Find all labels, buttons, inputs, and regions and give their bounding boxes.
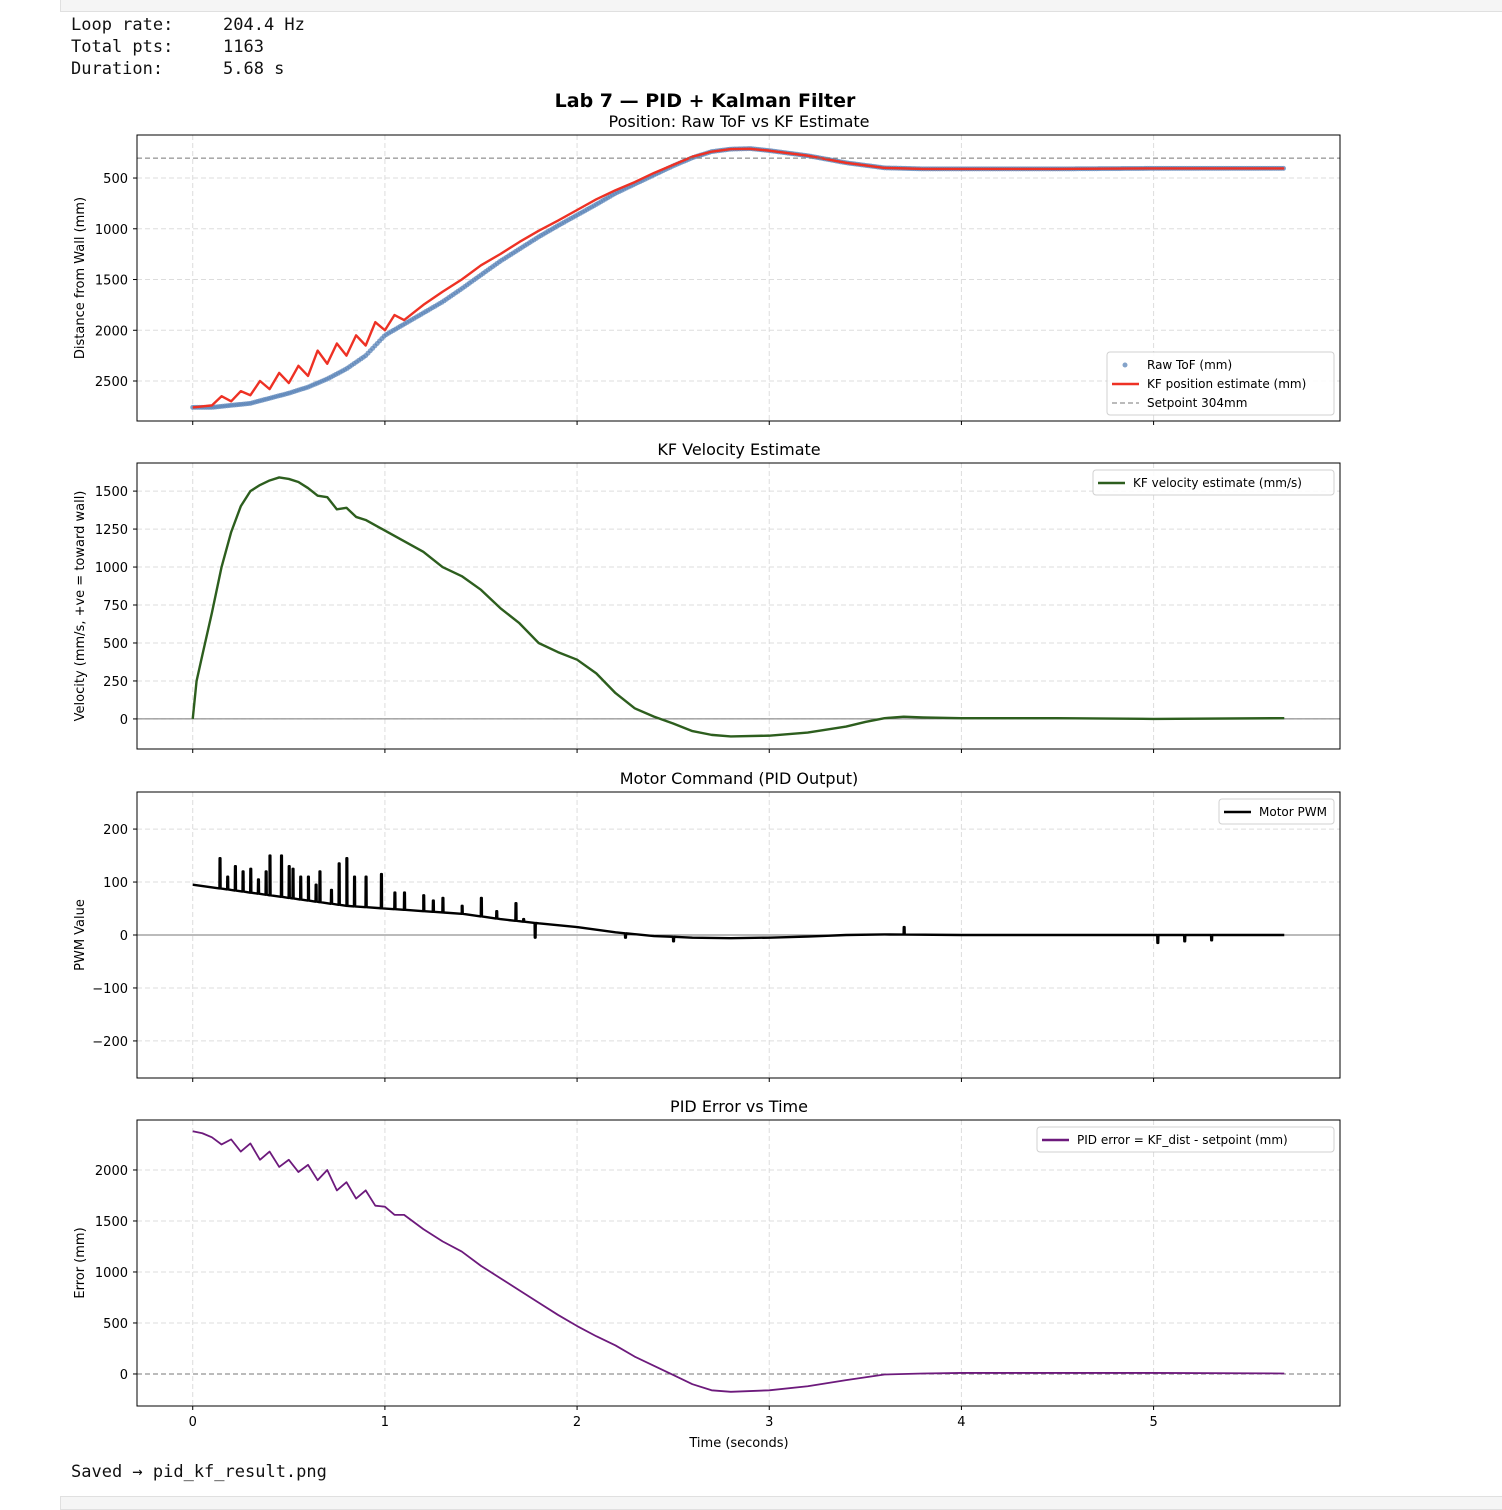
stat-value: 1163 (223, 37, 264, 57)
y-tick-label: 1500 (95, 274, 128, 289)
x-tick-label: 4 (957, 1415, 965, 1430)
legend-label: PID error = KF_dist - setpoint (mm) (1077, 1133, 1288, 1147)
series-line (192, 147, 1285, 409)
legend-marker (1122, 362, 1128, 368)
legend: Raw ToF (mm) KF position estimate (mm) Set… (1106, 351, 1335, 416)
y-axis-label: Error (mm) (73, 1227, 88, 1298)
panel-2: KF Velocity Estimate 0 250 500 750 1000 1250 15… (73, 440, 1341, 753)
y-tick-label: 500 (103, 172, 128, 187)
y-tick-label: 500 (103, 1317, 128, 1332)
y-tick-label: 2000 (95, 1164, 128, 1179)
x-tick-label: 0 (189, 1415, 197, 1430)
figure-title: Lab 7 — PID + Kalman Filter (555, 90, 856, 112)
panel-title: PID Error vs Time (670, 1097, 808, 1116)
y-tick-label: −200 (92, 1035, 128, 1050)
stat-label: Loop rate: (71, 15, 174, 35)
stat-value: 5.68 s (223, 59, 285, 79)
panel-3: Motor Command (PID Output) −200 −100 0 100 20… (73, 769, 1341, 1082)
y-axis-label: PWM Value (73, 899, 88, 971)
y-tick-label: 2000 (95, 324, 128, 339)
legend: PID error = KF_dist - setpoint (mm) (1036, 1126, 1335, 1153)
legend-box (1218, 798, 1335, 825)
x-tick-label: 1 (381, 1415, 389, 1430)
y-tick-label: −100 (92, 982, 128, 997)
legend-label: Setpoint 304mm (1147, 396, 1247, 410)
x-axis-label: Time (seconds) (688, 1436, 788, 1451)
y-tick-label: 200 (103, 823, 128, 838)
stat-line: Loop rate: 204.4 Hz (71, 15, 305, 35)
legend-box (1036, 1126, 1335, 1153)
legend: Motor PWM (1218, 798, 1335, 825)
x-tick-label: 5 (1149, 1415, 1157, 1430)
panel-title: KF Velocity Estimate (657, 440, 820, 459)
stat-label: Total pts: (71, 37, 174, 57)
y-axis-label: Distance from Wall (mm) (73, 197, 88, 359)
series-line (192, 854, 1285, 945)
y-tick-label: 1000 (95, 223, 128, 238)
x-tick-label: 3 (765, 1415, 773, 1430)
x-tick-label: 2 (573, 1415, 581, 1430)
stat-line: Duration: 5.68 s (71, 59, 284, 79)
panel-4: PID Error vs Time 0 1 2 3 4 5 0 500 1000 1500 2000 E… (73, 1097, 1341, 1430)
y-tick-label: 0 (120, 929, 128, 944)
y-tick-label: 0 (120, 1368, 128, 1383)
previous-cell-bar (60, 0, 1502, 12)
series-line (191, 476, 1285, 738)
series-line (192, 1130, 1285, 1393)
stat-label: Duration: (71, 59, 164, 79)
y-tick-label: 1000 (95, 1266, 128, 1281)
legend-label: Raw ToF (mm) (1147, 358, 1232, 372)
y-tick-label: 2500 (95, 375, 128, 390)
stat-line: Total pts: 1163 (71, 37, 264, 57)
legend-box (1092, 469, 1335, 496)
y-tick-label: 1000 (95, 561, 128, 576)
legend-label: KF velocity estimate (mm/s) (1133, 476, 1302, 490)
y-tick-label: 1500 (95, 1215, 128, 1230)
legend: KF velocity estimate (mm/s) (1092, 469, 1335, 496)
axes-frame (136, 1119, 1341, 1407)
y-tick-label: 1500 (95, 485, 128, 500)
y-tick-label: 0 (120, 713, 128, 728)
panel-1: Position: Raw ToF vs KF Estimate 500 1000 1… (73, 112, 1341, 425)
legend-label: Motor PWM (1259, 805, 1327, 819)
panel-title: Motor Command (PID Output) (620, 769, 858, 788)
legend-box (1106, 351, 1335, 416)
y-tick-label: 100 (103, 876, 128, 891)
panel-title: Position: Raw ToF vs KF Estimate (609, 112, 870, 131)
legend-label: KF position estimate (mm) (1147, 377, 1306, 391)
y-tick-label: 250 (103, 675, 128, 690)
y-axis-label: Velocity (mm/s, +ve = toward wall) (73, 491, 88, 722)
saved-message: Saved → pid_kf_result.png (71, 1462, 327, 1482)
axes-frame (136, 134, 1341, 422)
y-tick-label: 1250 (95, 523, 128, 538)
axes-frame (136, 462, 1341, 750)
y-tick-label: 500 (103, 637, 128, 652)
stat-value: 204.4 Hz (223, 15, 305, 35)
y-tick-label: 750 (103, 599, 128, 614)
axes-frame (136, 791, 1341, 1079)
